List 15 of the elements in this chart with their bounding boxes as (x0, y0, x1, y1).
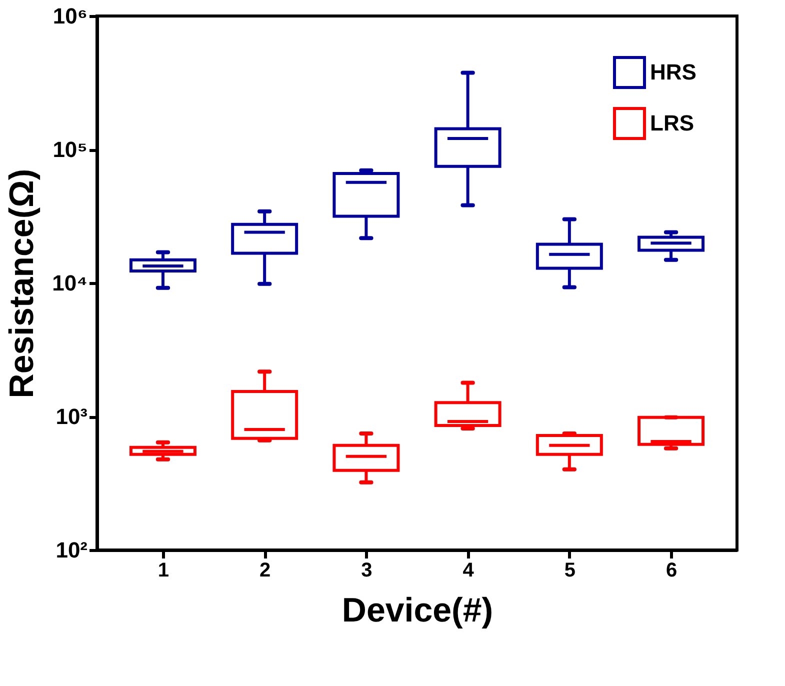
x-tick-label: 6 (666, 560, 678, 582)
x-tick-label: 2 (260, 560, 271, 582)
x-tick-label: 1 (158, 560, 170, 582)
x-tick-label: 5 (564, 560, 576, 582)
y-tick-label: 10² (56, 538, 88, 562)
x-axis-title: Device(#) (342, 592, 494, 630)
y-tick-label: 10⁶ (52, 4, 88, 28)
legend-label: LRS (650, 110, 694, 136)
x-tick-label: 3 (361, 560, 372, 582)
y-tick-label: 10⁵ (52, 137, 88, 162)
y-tick-label: 10⁴ (52, 270, 88, 296)
y-tick-label: 10³ (56, 404, 88, 429)
x-tick-label: 4 (462, 560, 475, 582)
y-axis-title: Resistance(Ω) (3, 168, 42, 398)
legend-label: HRS (650, 60, 696, 84)
